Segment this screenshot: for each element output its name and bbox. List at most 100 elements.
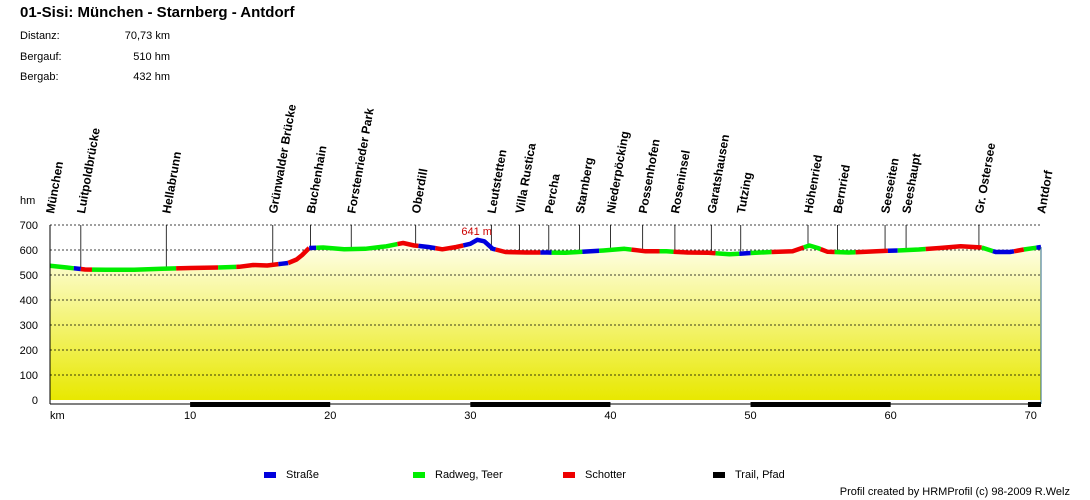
legend-label-strasse: Straße xyxy=(286,469,320,481)
profile-segment-strasse-18 xyxy=(582,248,600,255)
profile-segment-schotter-4 xyxy=(176,265,219,271)
waypoint-label-8: Villa Rustica xyxy=(513,142,539,215)
legend: Straße Radweg, Teer Schotter Trail, Pfad xyxy=(0,469,1090,485)
profile-segment-strasse-1 xyxy=(73,266,82,272)
waypoint-label-20: Gr. Ostersee xyxy=(972,141,998,214)
trail-segment-0 xyxy=(190,402,331,407)
waypoint-label-7: Leutstetten xyxy=(485,148,510,214)
waypoint-label-13: Roseninsel xyxy=(668,149,693,214)
stat-ascent-value: 510 hm xyxy=(133,50,170,63)
profile-segment-schotter-13 xyxy=(434,243,464,252)
legend-swatch-trail xyxy=(713,472,725,478)
peak-label: 641 m xyxy=(461,226,492,238)
stat-descent-label: Bergab: xyxy=(20,71,59,83)
waypoint-label-10: Starnberg xyxy=(573,156,597,214)
waypoint-label-15: Tutzing xyxy=(734,171,755,215)
profile-segment-schotter-22 xyxy=(673,249,716,256)
profile-segment-schotter-11 xyxy=(397,240,419,249)
y-tick-label-700: 700 xyxy=(20,220,38,232)
stat-distance: Distanz: 70,73 km xyxy=(20,30,170,51)
waypoint-label-16: Höhenried xyxy=(801,154,825,215)
legend-item-schotter: Schotter xyxy=(563,469,626,481)
y-axis-label: hm xyxy=(20,195,35,207)
x-tick-label-30: 30 xyxy=(464,410,476,422)
profile-segment-radweg-32 xyxy=(897,246,926,253)
x-tick-label-50: 50 xyxy=(744,410,756,422)
x-tick-label-70: 70 xyxy=(1025,410,1037,422)
waypoint-label-14: Garatshausen xyxy=(704,133,732,214)
trail-segment-1 xyxy=(470,402,611,407)
elevation-chart: München Luitpoldbrücke Hellabrunn Grünwalde… xyxy=(20,103,1056,422)
waypoint-label-2: Hellabrunn xyxy=(159,150,184,214)
profile-segment-schotter-36 xyxy=(1013,247,1025,254)
profile-segment-radweg-17 xyxy=(551,249,583,256)
profile-segment-schotter-20 xyxy=(631,247,660,254)
x-axis-label: km xyxy=(50,410,65,422)
profile-segment-strasse-35 xyxy=(992,248,1015,255)
elevation-fill-layer xyxy=(50,239,1041,400)
x-tick-label-10: 10 xyxy=(184,410,196,422)
stat-ascent-label: Bergauf: xyxy=(20,50,62,63)
stat-descent: Bergab: 432 hm xyxy=(20,71,170,92)
waypoint-label-9: Percha xyxy=(542,172,563,214)
y-tick-label-500: 500 xyxy=(20,270,38,282)
legend-item-trail: Trail, Pfad xyxy=(713,469,785,481)
chart-title: 01-Sisi: München - Starnberg - Antdorf xyxy=(20,4,295,21)
y-tick-label-400: 400 xyxy=(20,295,38,307)
profile-segment-radweg-5 xyxy=(218,264,237,270)
profile-segment-radweg-0 xyxy=(49,263,75,271)
profile-segment-radweg-34 xyxy=(981,245,994,254)
legend-swatch-radweg xyxy=(413,472,425,478)
stat-distance-value: 70,73 km xyxy=(124,30,170,42)
profile-segment-schotter-6 xyxy=(236,261,279,270)
y-tick-label-300: 300 xyxy=(20,320,38,332)
profile-segment-schotter-33 xyxy=(925,244,982,252)
legend-label-schotter: Schotter xyxy=(585,469,626,481)
y-tick-label-600: 600 xyxy=(20,245,38,257)
waypoint-label-19: Seeshaupt xyxy=(899,152,923,214)
stat-distance-label: Distanz: xyxy=(20,30,60,42)
profile-segment-schotter-26 xyxy=(771,245,805,255)
y-tick-label-200: 200 xyxy=(20,345,38,357)
profile-segment-radweg-25 xyxy=(750,249,772,256)
legend-label-radweg: Radweg, Teer xyxy=(435,469,503,481)
waypoint-label-11: Niederpöcking xyxy=(604,130,632,215)
profile-segment-schotter-8 xyxy=(287,246,311,266)
legend-label-trail: Trail, Pfad xyxy=(735,469,785,481)
profile-segment-schotter-28 xyxy=(819,247,835,255)
waypoint-label-3: Grünwalder Brücke xyxy=(266,103,299,215)
profile-segment-radweg-27 xyxy=(803,243,822,252)
credit-text: Profil created by HRMProfil (c) 98-2009 … xyxy=(839,486,1070,498)
waypoint-label-21: Antdorf xyxy=(1034,168,1055,214)
waypoint-layer: München Luitpoldbrücke Hellabrunn Grünwalde… xyxy=(43,103,1056,268)
profile-segment-strasse-7 xyxy=(278,260,289,267)
profile-segment-radweg-19 xyxy=(599,246,632,254)
legend-item-strasse: Straße xyxy=(264,469,319,481)
y-tick-label-0: 0 xyxy=(32,395,38,407)
profile-segment-radweg-23 xyxy=(715,251,740,257)
profile-segment-radweg-3 xyxy=(91,266,177,273)
waypoint-label-1: Luitpoldbrücke xyxy=(74,126,103,214)
x-tick-label-40: 40 xyxy=(604,410,616,422)
legend-swatch-schotter xyxy=(563,472,575,478)
legend-item-radweg: Radweg, Teer xyxy=(413,469,503,481)
profile-segment-strasse-12 xyxy=(418,243,436,251)
profile-segment-radweg-37 xyxy=(1023,245,1037,252)
x-tick-label-20: 20 xyxy=(324,410,336,422)
profile-segment-strasse-38 xyxy=(1035,244,1042,250)
profile-segment-schotter-2 xyxy=(80,266,93,272)
axes-layer: 0 100 200 300 400 500 600 700 hm km 10 20 30 40 50 60 70 xyxy=(20,195,1042,422)
trail-segment-3 xyxy=(1027,402,1041,407)
waypoint-label-6: Oberdill xyxy=(409,167,431,214)
waypoint-label-5: Forstenrieder Park xyxy=(344,107,376,215)
legend-swatch-strasse xyxy=(264,472,276,478)
stat-ascent: Bergauf: 510 hm xyxy=(20,51,170,72)
profile-segment-strasse-24 xyxy=(739,250,751,256)
route-stats: Distanz: 70,73 km Bergauf: 510 hm Bergab… xyxy=(20,30,170,92)
profile-segment-schotter-30 xyxy=(855,248,889,255)
waypoint-label-18: Seeseiten xyxy=(878,157,902,215)
waypoint-label-17: Bernried xyxy=(831,163,853,214)
y-tick-label-100: 100 xyxy=(20,370,38,382)
waypoint-label-0: München xyxy=(43,160,66,214)
profile-segment-radweg-10 xyxy=(316,241,398,252)
